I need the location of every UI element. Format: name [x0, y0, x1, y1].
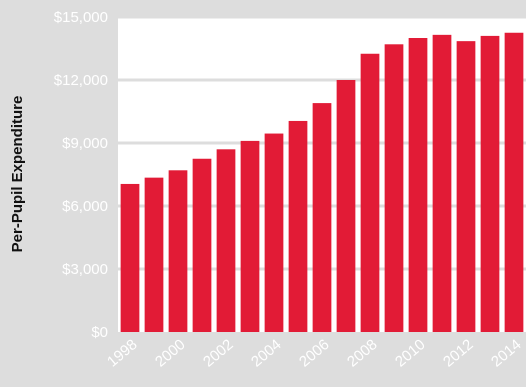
y-tick-label: $3,000 — [62, 261, 108, 278]
x-tick-label: 1998 — [104, 336, 140, 370]
bar-2006 — [312, 103, 332, 332]
bar-2003 — [240, 140, 260, 332]
bar-2012 — [456, 41, 476, 333]
bar-2011 — [432, 34, 452, 332]
y-tick-label: $9,000 — [62, 135, 108, 152]
bar-2009 — [384, 44, 404, 333]
x-tick-label: 2006 — [296, 336, 332, 370]
bar-2008 — [360, 53, 380, 332]
bar-2004 — [264, 133, 284, 332]
x-tick-label: 2000 — [152, 336, 188, 370]
x-tick-label: 2010 — [392, 336, 428, 370]
bar-2010 — [408, 38, 428, 332]
bar-1998 — [120, 183, 140, 332]
x-tick-label: 2004 — [248, 336, 284, 370]
bar-2005 — [288, 120, 308, 332]
y-tick-label: $12,000 — [54, 72, 108, 89]
bar-2014 — [504, 32, 524, 332]
bar-2002 — [216, 149, 236, 332]
y-axis-ticks: $0 $3,000 $6,000 $9,000 $12,000 $15,000 — [54, 9, 108, 341]
bar-2013 — [480, 35, 500, 333]
bar-2001 — [192, 158, 212, 332]
x-tick-label: 2012 — [440, 336, 476, 370]
x-tick-label: 2008 — [344, 336, 380, 370]
bar-2007 — [336, 80, 356, 332]
y-tick-label: $0 — [91, 324, 108, 341]
y-tick-label: $15,000 — [54, 9, 108, 26]
bars — [120, 32, 524, 333]
bar-1999 — [144, 177, 164, 332]
bar-2000 — [168, 170, 188, 332]
x-tick-label: 2002 — [200, 336, 236, 370]
y-tick-label: $6,000 — [62, 198, 108, 215]
x-tick-label: 2014 — [488, 336, 524, 370]
y-axis-title: Per-Pupil Expenditure — [9, 96, 26, 253]
x-axis-ticks: 1998 2000 2002 2004 2006 2008 2010 2012 2014 — [104, 336, 524, 370]
